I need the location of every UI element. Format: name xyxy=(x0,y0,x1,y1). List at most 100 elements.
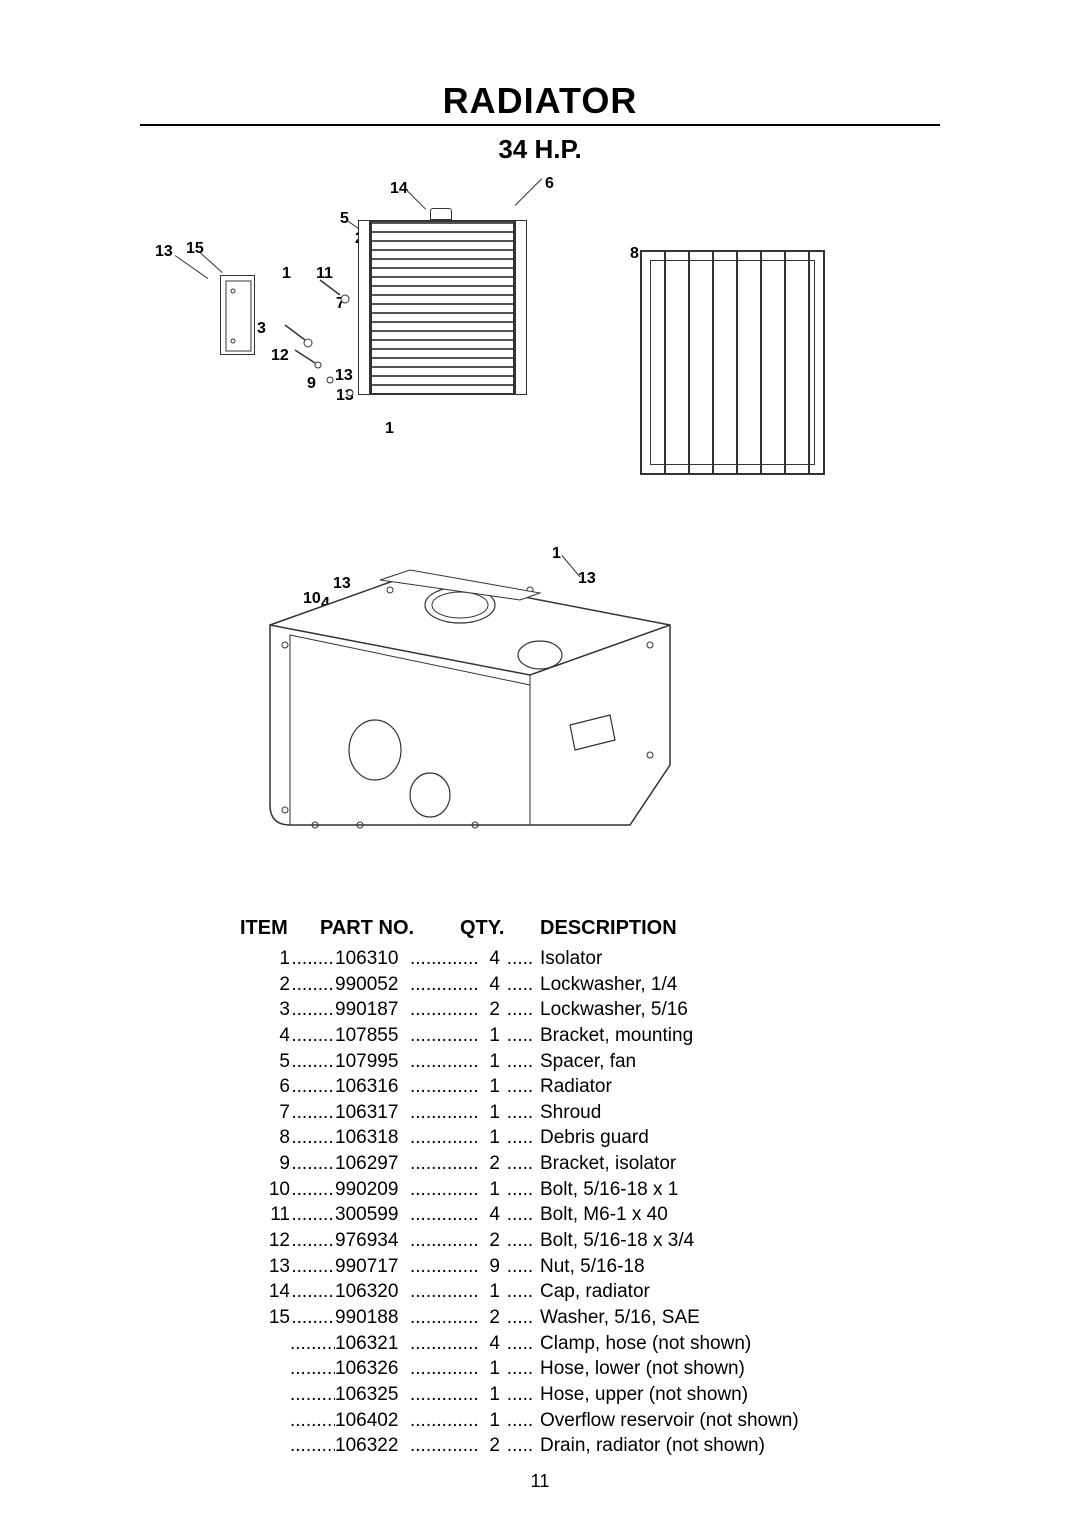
row-description: Bolt, 5/16-18 x 1 xyxy=(540,1177,840,1203)
row-partno: 990052 xyxy=(335,972,410,998)
row-item: 4 xyxy=(240,1023,290,1049)
row-qty: 1 xyxy=(480,1125,500,1151)
radiator-diagram xyxy=(370,220,515,395)
shroud-svg xyxy=(230,545,710,865)
dots: .............. xyxy=(410,1177,480,1203)
dots: .............. xyxy=(410,1382,480,1408)
row-partno: 990188 xyxy=(335,1305,410,1331)
dots: .......... xyxy=(290,1408,335,1434)
row-qty: 1 xyxy=(480,1177,500,1203)
dots: ..... xyxy=(500,1408,540,1434)
header-qty: QTY. xyxy=(460,915,540,942)
bracket-piece xyxy=(220,275,255,355)
table-row: 9 ........ 106297 .............. 2 .....… xyxy=(240,1151,840,1177)
leader-line xyxy=(200,252,223,273)
dots: .............. xyxy=(410,972,480,998)
row-qty: 2 xyxy=(480,1305,500,1331)
row-item: 3 xyxy=(240,997,290,1023)
row-qty: 4 xyxy=(480,946,500,972)
row-partno: 990187 xyxy=(335,997,410,1023)
row-item: 2 xyxy=(240,972,290,998)
row-item: 14 xyxy=(240,1279,290,1305)
dots: ..... xyxy=(500,1254,540,1280)
subtitle: 34 H.P. xyxy=(60,134,1020,165)
row-description: Cap, radiator xyxy=(540,1279,840,1305)
radiator-body xyxy=(370,220,515,395)
table-row: 14 ........ 106320 .............. 1 ....… xyxy=(240,1279,840,1305)
row-qty: 1 xyxy=(480,1023,500,1049)
dots: ..... xyxy=(500,1228,540,1254)
row-partno: 106297 xyxy=(335,1151,410,1177)
dots: .............. xyxy=(410,1023,480,1049)
dots: ........ xyxy=(290,1228,335,1254)
row-qty: 4 xyxy=(480,972,500,998)
dots: ........ xyxy=(290,1023,335,1049)
header-partno: PART NO. xyxy=(320,915,460,942)
callout-1b: 1 xyxy=(385,420,394,438)
dots: .............. xyxy=(410,1049,480,1075)
table-header-row: ITEM PART NO. QTY. DESCRIPTION xyxy=(240,915,840,942)
row-description: Bracket, isolator xyxy=(540,1151,840,1177)
row-partno: 106318 xyxy=(335,1125,410,1151)
dots: .............. xyxy=(410,1433,480,1459)
dots: ........ xyxy=(290,1151,335,1177)
debris-guard-inner xyxy=(650,260,815,465)
dots: ........ xyxy=(290,1254,335,1280)
row-qty: 1 xyxy=(480,1382,500,1408)
table-row: .......... 106322 .............. 2 .....… xyxy=(240,1433,840,1459)
row-qty: 1 xyxy=(480,1408,500,1434)
callout-13a: 13 xyxy=(155,243,173,261)
table-row: .......... 106321 .............. 4 .....… xyxy=(240,1331,840,1357)
table-row: .......... 106325 .............. 1 .....… xyxy=(240,1382,840,1408)
dots: ..... xyxy=(500,1382,540,1408)
dots: ..... xyxy=(500,1100,540,1126)
dots: .............. xyxy=(410,1100,480,1126)
row-item xyxy=(240,1433,290,1459)
page-title: RADIATOR xyxy=(60,80,1020,122)
radiator-cap-icon xyxy=(430,208,452,220)
table-row: 11 ........ 300599 .............. 4 ....… xyxy=(240,1202,840,1228)
header-description: DESCRIPTION xyxy=(540,915,840,942)
dots: ..... xyxy=(500,1074,540,1100)
dots: ..... xyxy=(500,1177,540,1203)
dots: ........ xyxy=(290,1074,335,1100)
dots: ........ xyxy=(290,1125,335,1151)
dots: .......... xyxy=(290,1382,335,1408)
row-partno: 106326 xyxy=(335,1356,410,1382)
callout-6: 6 xyxy=(545,175,554,193)
dots: ........ xyxy=(290,1177,335,1203)
page-number: 11 xyxy=(60,1471,1020,1492)
row-description: Debris guard xyxy=(540,1125,840,1151)
row-qty: 2 xyxy=(480,997,500,1023)
dots: ..... xyxy=(500,1331,540,1357)
row-description: Washer, 5/16, SAE xyxy=(540,1305,840,1331)
row-partno: 107995 xyxy=(335,1049,410,1075)
row-description: Bolt, 5/16-18 x 3/4 xyxy=(540,1228,840,1254)
dots: ..... xyxy=(500,1151,540,1177)
row-description: Radiator xyxy=(540,1074,840,1100)
row-partno: 106320 xyxy=(335,1279,410,1305)
row-partno: 976934 xyxy=(335,1228,410,1254)
dots: ..... xyxy=(500,997,540,1023)
row-partno: 990209 xyxy=(335,1177,410,1203)
row-description: Clamp, hose (not shown) xyxy=(540,1331,840,1357)
dots: ..... xyxy=(500,1433,540,1459)
row-item: 10 xyxy=(240,1177,290,1203)
row-item: 5 xyxy=(240,1049,290,1075)
dots: .......... xyxy=(290,1331,335,1357)
dots: ..... xyxy=(500,972,540,998)
table-row: 1 ........ 106310 .............. 4 .....… xyxy=(240,946,840,972)
leader-line xyxy=(406,189,427,210)
dots: ........ xyxy=(290,1049,335,1075)
row-partno: 106317 xyxy=(335,1100,410,1126)
row-partno: 107855 xyxy=(335,1023,410,1049)
dots: .............. xyxy=(410,1228,480,1254)
callout-15: 15 xyxy=(186,240,204,258)
row-description: Lockwasher, 5/16 xyxy=(540,997,840,1023)
row-item: 1 xyxy=(240,946,290,972)
dots: ..... xyxy=(500,946,540,972)
dots: .............. xyxy=(410,1356,480,1382)
row-description: Lockwasher, 1/4 xyxy=(540,972,840,998)
row-partno: 106316 xyxy=(335,1074,410,1100)
leader-line xyxy=(515,178,543,206)
